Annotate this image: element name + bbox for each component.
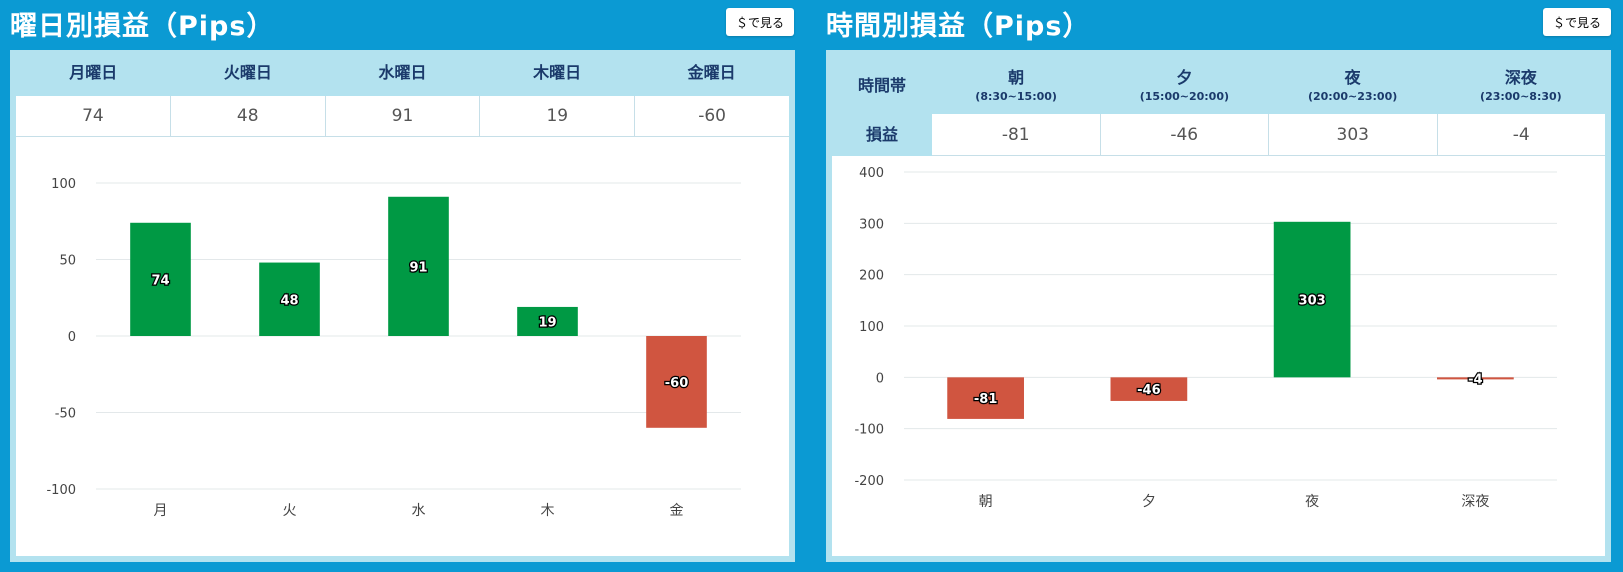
data-label: 48 [280,293,298,308]
data-label: -81 [974,392,998,407]
weekday-header-tue: 火曜日 [223,63,272,82]
bar [1273,221,1351,378]
weekday-value-wed: 91 [326,96,481,136]
data-label: -46 [1137,383,1161,398]
weekday-value-fri: -60 [698,106,726,126]
timeslot-usd-button[interactable]: ＄で見る [1543,8,1612,36]
timeslot-row-header: 時間帯 [857,76,906,95]
data-label: -4 [1468,372,1482,387]
x-tick-label: 夕 [1142,494,1156,510]
y-tick-label: 0 [876,371,884,386]
timeslot-value-latenight: -4 [1437,114,1605,156]
timeslot-bar-chart: 400 300 200 100 0 -100 -200 -81 朝 -46 夕 303 夜 -4 深夜 [854,166,1557,510]
weekday-value-thu: 19 [480,96,636,136]
y-tick-label: 400 [859,166,884,181]
y-tick-label: -200 [854,474,884,489]
timeslot-table-header: 時間帯 朝 (8:30~15:00) 夕 (15:00~20:00) 夜 (20… [832,50,1605,114]
weekday-table-values: 74 48 91 19 -60 [16,96,789,137]
timeslot-value-night: 303 [1269,114,1438,156]
data-label: 19 [538,315,556,330]
y-tick-label: -50 [55,407,76,422]
y-tick-label: 200 [859,269,884,284]
timeslot-value-evening: -46 [1100,114,1269,156]
bar [130,222,191,336]
timeslot-table-values: 損益 -81 -46 303 -4 [832,114,1605,156]
x-tick-label: 深夜 [1461,494,1489,510]
weekday-table-header: 月曜日 火曜日 水曜日 木曜日 金曜日 [16,50,789,96]
bar [1110,377,1188,401]
weekday-header-fri: 金曜日 [687,63,736,82]
y-tick-label: 100 [859,320,884,335]
data-label: 74 [151,273,169,288]
timeslot-header-latenight: 深夜 (23:00~8:30) [1480,68,1562,103]
weekday-bar-chart: 100 50 0 -50 -100 74 月 48 火 91 水 19 木 -60 金 [46,177,741,519]
timeslot-chart-area: 400 300 200 100 0 -100 -200 -81 朝 -46 夕 303 夜 -4 深夜 [832,156,1605,556]
weekday-header-mon: 月曜日 [69,63,118,82]
x-tick-label: 月 [154,503,168,519]
timeslot-value-morning: -81 [932,114,1101,156]
x-tick-label: 木 [541,503,555,519]
weekday-usd-button[interactable]: ＄で見る [726,8,795,36]
weekday-chart-area: 100 50 0 -50 -100 74 月 48 火 91 水 19 木 -60 金 [16,137,789,556]
bar [517,306,578,336]
timeslot-header-evening: 夕 (15:00~20:00) [1139,68,1230,103]
x-tick-label: 水 [412,503,426,519]
data-label: 91 [409,260,427,275]
timeslot-panel-title: 時間別損益（Pips） [826,11,1091,42]
x-tick-label: 夜 [1305,494,1319,510]
bar [259,262,320,336]
bar [388,196,449,336]
x-tick-label: 火 [283,503,297,519]
weekday-value-tue: 48 [171,96,326,136]
weekday-value-mon: 74 [16,96,171,136]
weekday-header-thu: 木曜日 [533,63,582,82]
timeslot-header-morning: 朝 (8:30~15:00) [975,68,1057,103]
x-tick-label: 朝 [979,494,993,510]
weekday-box: 月曜日 火曜日 水曜日 木曜日 金曜日 74 48 91 19 -60 100 5… [10,50,795,562]
y-tick-label: 50 [59,254,76,269]
bar [947,377,1024,419]
y-tick-label: 0 [68,330,76,345]
timeslot-header-night: 夜 (20:00~23:00) [1307,68,1398,103]
weekday-header-wed: 水曜日 [378,63,427,82]
bar [646,336,707,428]
data-label: 303 [1299,294,1326,309]
weekday-panel-title: 曜日別損益（Pips） [10,11,275,42]
timeslot-value-label: 損益 [832,114,932,156]
y-tick-label: -100 [46,483,76,498]
y-tick-label: 100 [51,177,76,192]
y-tick-label: 300 [859,217,884,232]
bar [1437,377,1514,380]
timeslot-box: 時間帯 朝 (8:30~15:00) 夕 (15:00~20:00) 夜 (20… [826,50,1611,562]
x-tick-label: 金 [670,503,684,519]
data-label: -60 [665,376,689,391]
y-tick-label: -100 [854,423,884,438]
